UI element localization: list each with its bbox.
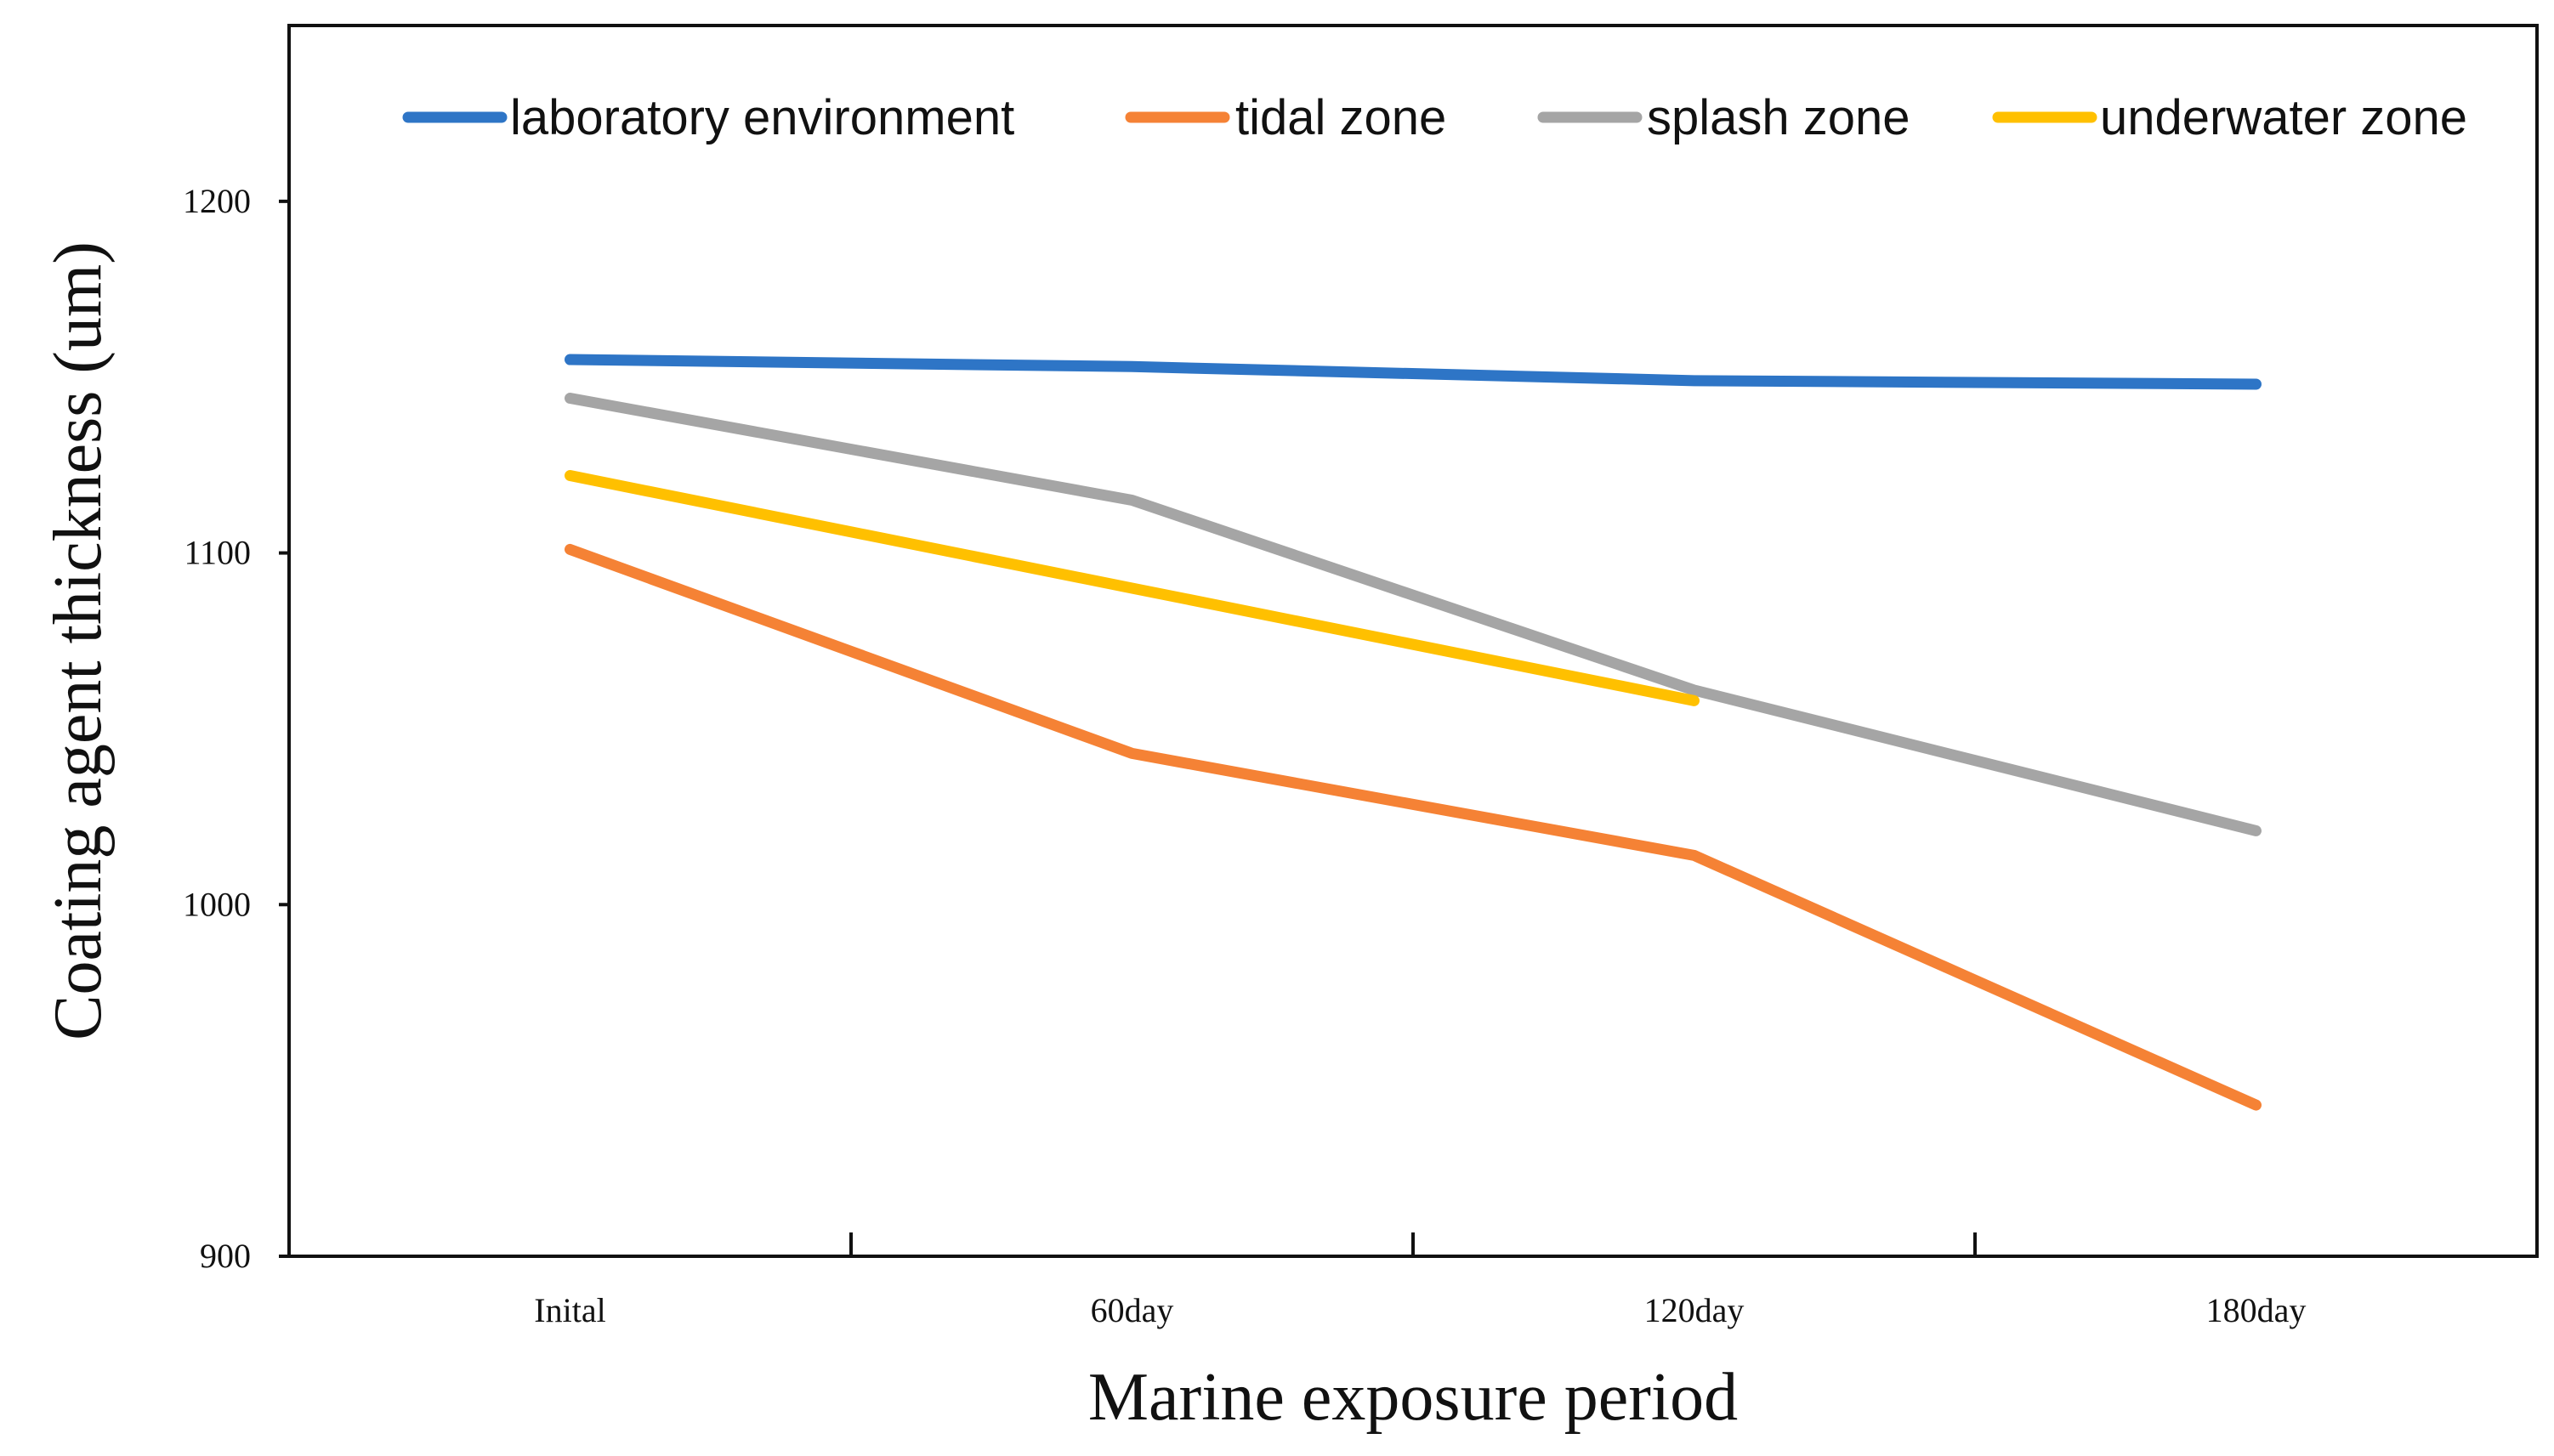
x-tick-label: Inital bbox=[534, 1291, 605, 1329]
x-axis-title: Marine exposure period bbox=[1088, 1360, 1738, 1435]
y-tick-label: 1200 bbox=[183, 182, 251, 220]
series-line-1 bbox=[565, 543, 2262, 1111]
legend-label-2: splash zone bbox=[1647, 90, 1910, 145]
x-tick-label: 120day bbox=[1644, 1291, 1745, 1329]
legend: laboratory environment tidal zone splash z… bbox=[402, 90, 2467, 145]
x-tick-label: 180day bbox=[2206, 1291, 2307, 1329]
series-layer bbox=[565, 354, 2262, 1111]
series-line-2 bbox=[565, 393, 2262, 836]
y-tick-label: 900 bbox=[200, 1237, 251, 1275]
series-line-0 bbox=[565, 354, 2262, 390]
legend-label-1: tidal zone bbox=[1235, 90, 1446, 145]
series-line-3 bbox=[565, 470, 1700, 706]
y-tick-label: 1000 bbox=[183, 885, 251, 923]
legend-label-3: underwater zone bbox=[2100, 90, 2467, 145]
y-axis-title: Coating agent thickness (um) bbox=[41, 241, 116, 1040]
axes-layer: 900 1000 1100 1200 Inital 60day 120day 180day bbox=[183, 182, 2306, 1329]
y-tick-label: 1100 bbox=[184, 534, 251, 572]
x-tick-label: 60day bbox=[1091, 1291, 1174, 1329]
legend-label-0: laboratory environment bbox=[510, 90, 1014, 145]
